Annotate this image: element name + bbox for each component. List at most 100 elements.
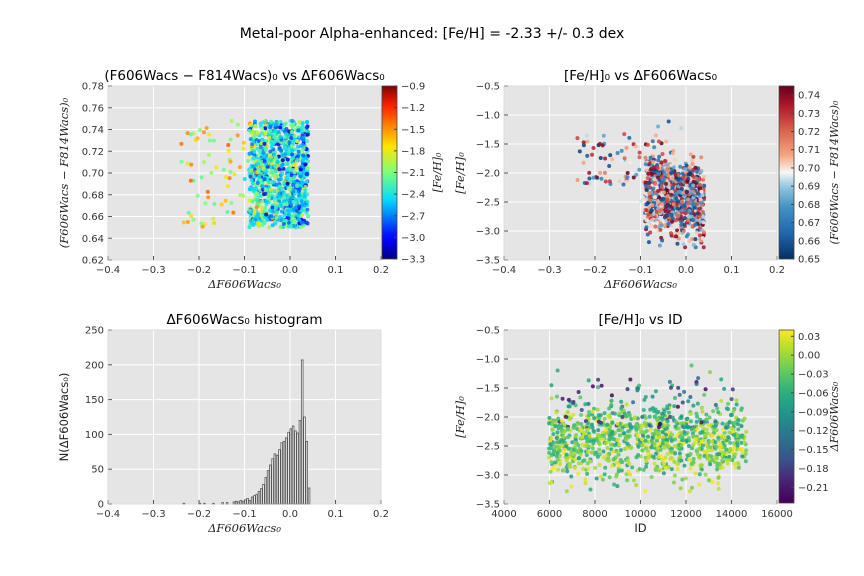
data-point [657, 209, 662, 214]
data-point [560, 418, 565, 423]
x-tick-label: −0.3 [141, 265, 165, 276]
colorbar-tick-label: 0.71 [798, 145, 820, 156]
data-point [684, 234, 689, 239]
data-point [265, 218, 270, 223]
data-point [716, 481, 721, 486]
data-point [659, 416, 664, 421]
data-point [732, 455, 737, 460]
data-point [744, 429, 749, 434]
x-tick-label: −0.2 [187, 509, 211, 520]
data-point [285, 194, 290, 199]
data-point [662, 461, 667, 466]
data-point [583, 481, 588, 486]
data-point [702, 183, 707, 188]
data-point [271, 209, 276, 214]
data-point [567, 464, 572, 469]
data-point [297, 196, 302, 201]
data-point [303, 184, 308, 189]
data-point [300, 121, 305, 126]
x-tick-label: −0.4 [492, 265, 516, 276]
data-point [252, 209, 257, 214]
panel-title: (F606Wacs − F814Wacs)₀ vs ΔF606Wacs₀ [104, 68, 384, 84]
data-point [256, 161, 261, 166]
data-point [619, 399, 624, 404]
data-point [596, 433, 601, 438]
data-point [229, 200, 234, 205]
figure-title: Metal-poor Alpha-enhanced: [Fe/H] = -2.3… [239, 26, 625, 42]
data-point [270, 205, 275, 210]
data-point [731, 446, 736, 451]
data-point [669, 455, 674, 460]
data-point [579, 407, 584, 412]
data-point [623, 138, 628, 143]
data-point [305, 221, 310, 226]
data-point [656, 199, 661, 204]
data-point [697, 472, 702, 477]
data-point [266, 157, 271, 162]
data-point [564, 452, 569, 457]
data-point [301, 223, 306, 228]
data-point [247, 198, 252, 203]
y-tick-label: −1.5 [476, 140, 500, 151]
data-point [270, 168, 275, 173]
data-point [254, 198, 259, 203]
data-point [666, 410, 671, 415]
data-point [678, 486, 683, 491]
data-point [305, 132, 310, 137]
axis-ticks: −0.4 −0.3 −0.2 −0.1 0.0 0.1 0.2 −3.5 −3.0 −2.5 −2.… [476, 82, 785, 277]
data-point [687, 208, 692, 213]
data-point [585, 449, 590, 454]
data-point [594, 436, 599, 441]
data-point [250, 221, 255, 226]
data-point [558, 462, 563, 467]
data-point [651, 160, 656, 165]
data-point [676, 385, 681, 390]
data-point [259, 171, 264, 176]
data-point [299, 220, 304, 225]
data-point [297, 119, 302, 124]
data-point [191, 217, 196, 222]
data-point [212, 221, 217, 226]
data-point [701, 426, 706, 431]
data-point [625, 175, 630, 180]
data-point [269, 144, 274, 149]
x-tick-label: 0.2 [373, 265, 389, 276]
data-point [305, 199, 310, 204]
data-point [551, 449, 556, 454]
data-point [608, 442, 613, 447]
data-point [656, 172, 661, 177]
data-point [624, 145, 629, 150]
data-point [179, 159, 184, 164]
data-point [300, 125, 305, 130]
histogram-bar [239, 500, 243, 505]
data-point [306, 166, 311, 171]
data-point [228, 159, 233, 164]
data-point [229, 119, 234, 124]
data-point [626, 469, 631, 474]
data-point [703, 472, 708, 477]
data-point [289, 202, 294, 207]
data-point [566, 397, 571, 402]
data-point [669, 438, 674, 443]
data-point [690, 162, 695, 167]
data-point [736, 418, 741, 423]
data-point [207, 138, 212, 143]
data-point [625, 441, 630, 446]
data-point [675, 404, 680, 409]
data-point [655, 446, 660, 451]
data-point [549, 460, 554, 465]
data-point [254, 205, 259, 210]
data-point [577, 149, 582, 154]
chart-panel-1: −0.4 −0.3 −0.2 −0.1 0.0 0.1 0.2 0.62 0.64 0.66 0.6… [57, 68, 444, 291]
data-point [305, 207, 310, 212]
data-point [646, 212, 651, 217]
data-point [261, 154, 266, 159]
data-point [585, 461, 590, 466]
data-point [710, 433, 715, 438]
data-point [617, 411, 622, 416]
data-point [650, 134, 655, 139]
data-point [228, 137, 233, 142]
data-point [658, 216, 663, 221]
data-point [680, 400, 685, 405]
data-point [647, 414, 652, 419]
